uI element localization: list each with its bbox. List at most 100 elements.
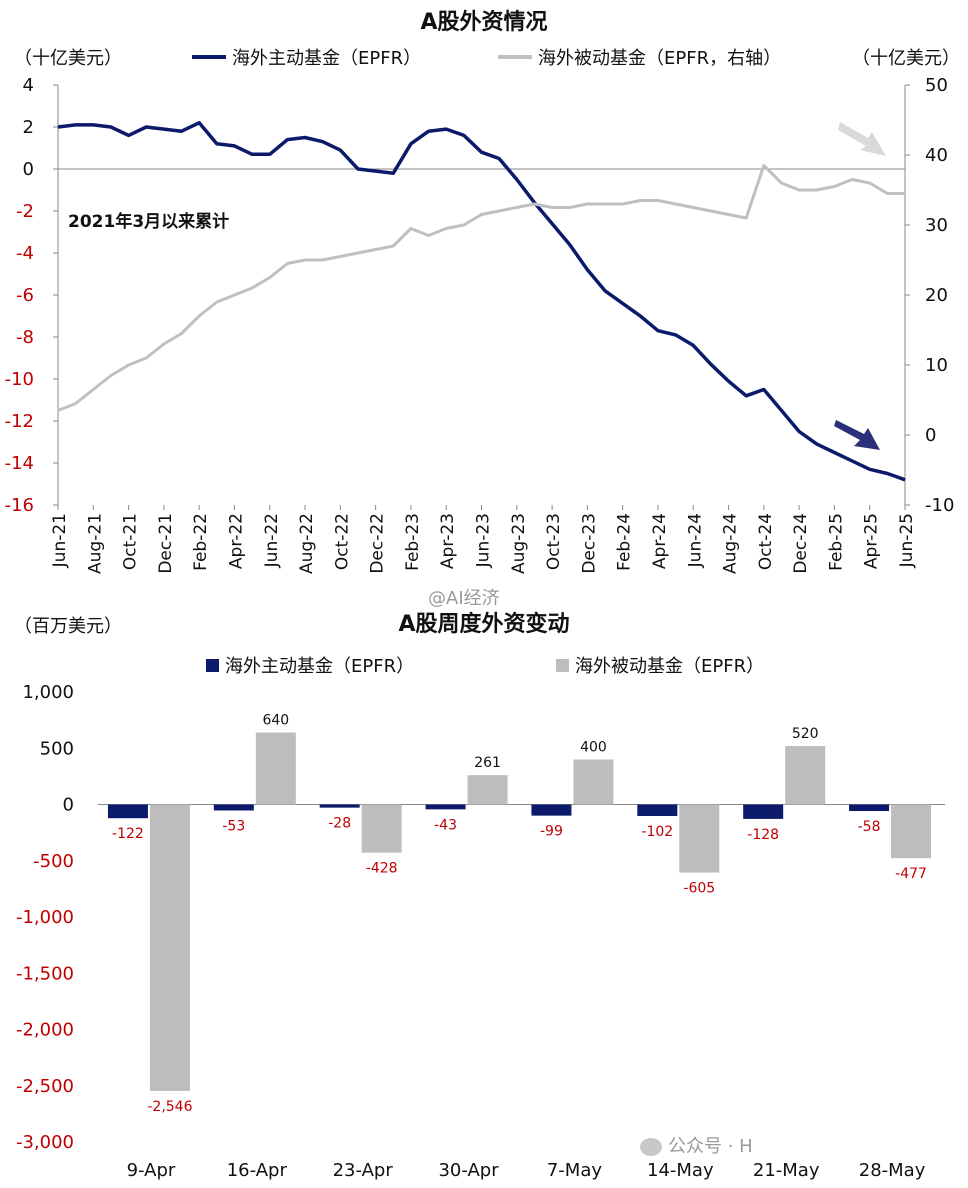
line-chart: 420-2-4-6-8-10-12-14-1650403020100-10Jun… bbox=[5, 75, 955, 574]
x-tick-label: Jun-25 bbox=[897, 513, 917, 568]
x-category-label: 23-Apr bbox=[333, 1160, 394, 1181]
bar-chart: 1,000 500 0 -500 -1,000 -1,500 -2,000 -2,500 -3,… bbox=[16, 682, 945, 1181]
legend-label-active-bar: 海外主动基金（EPFR） bbox=[225, 656, 415, 677]
legend-swatch-active bbox=[206, 658, 219, 672]
legend-label-passive: 海外被动基金（EPFR，右轴 bbox=[538, 48, 764, 69]
x-tick-label: Oct-24 bbox=[756, 513, 776, 570]
y-tick-label: -2,500 bbox=[16, 1076, 74, 1097]
x-category-label: 14-May bbox=[647, 1160, 714, 1181]
y-tick-label: 2 bbox=[23, 117, 34, 138]
x-tick-label: Jun-22 bbox=[262, 513, 282, 568]
chart2-title: A股周度外资变动 bbox=[398, 612, 570, 637]
watermark-center: @AI经济 bbox=[428, 588, 500, 609]
chart2-unit: （百万美元） bbox=[14, 616, 122, 637]
y2-tick-label: 30 bbox=[925, 215, 948, 236]
y-tick-label: 0 bbox=[63, 795, 74, 816]
y-tick-label: 500 bbox=[40, 738, 74, 759]
y-tick-label: -10 bbox=[5, 369, 34, 390]
x-tick-label: Dec-21 bbox=[156, 513, 176, 574]
x-category-label: 16-Apr bbox=[227, 1160, 288, 1181]
trend-arrow-active-icon bbox=[834, 420, 880, 450]
x-tick-label: Dec-24 bbox=[791, 513, 811, 574]
y-tick-label: -16 bbox=[5, 495, 34, 516]
chart1-title: A股外资情况 bbox=[420, 10, 548, 35]
y2-tick-label: 50 bbox=[925, 75, 948, 96]
x-tick-label: Oct-22 bbox=[332, 513, 352, 570]
data-label: -53 bbox=[222, 818, 245, 834]
data-label: -128 bbox=[747, 827, 779, 843]
bar-active bbox=[107, 804, 148, 819]
chart1-left-unit: （十亿美元） bbox=[14, 48, 122, 69]
x-tick-label: Aug-22 bbox=[297, 513, 317, 574]
legend-line-passive bbox=[498, 55, 532, 59]
x-tick-label: Apr-23 bbox=[438, 513, 458, 569]
chart1-annotation: 2021年3月以来累计 bbox=[68, 211, 229, 232]
data-label: 261 bbox=[474, 755, 501, 771]
x-tick-label: Aug-23 bbox=[509, 513, 529, 574]
y-tick-label: -500 bbox=[33, 851, 74, 872]
data-label: -99 bbox=[540, 824, 563, 840]
x-tick-label: Feb-23 bbox=[403, 513, 423, 571]
y-tick-label: -4 bbox=[16, 243, 34, 264]
bar-active bbox=[319, 804, 360, 808]
y2-tick-label: 20 bbox=[925, 285, 948, 306]
x-tick-label: Jun-24 bbox=[685, 513, 705, 568]
bar-active bbox=[637, 804, 678, 816]
y-tick-label: -14 bbox=[5, 453, 34, 474]
bar-passive bbox=[149, 804, 190, 1091]
x-category-label: 9-Apr bbox=[127, 1160, 176, 1181]
legend-label-active: 海外主动基金（EPFR） bbox=[232, 48, 422, 69]
data-label: 520 bbox=[792, 726, 819, 742]
series-line-active bbox=[57, 121, 906, 482]
data-label: -477 bbox=[895, 866, 927, 882]
bar-active bbox=[743, 804, 784, 819]
y-tick-label: 1,000 bbox=[22, 682, 74, 703]
data-label: -122 bbox=[112, 826, 144, 842]
chart2-legend-passive: 海外被动基金（EPFR） bbox=[556, 652, 764, 678]
y-tick-label: -12 bbox=[5, 411, 34, 432]
bar-passive bbox=[891, 804, 932, 859]
wechat-icon bbox=[640, 1138, 662, 1156]
data-label: -605 bbox=[683, 881, 715, 897]
x-tick-label: Jun-23 bbox=[474, 513, 494, 568]
x-tick-label: Aug-24 bbox=[721, 513, 741, 574]
x-tick-label: Dec-23 bbox=[579, 513, 599, 574]
x-tick-label: Apr-24 bbox=[650, 513, 670, 569]
y2-tick-label: -10 bbox=[925, 495, 954, 516]
y-tick-label: 0 bbox=[23, 159, 34, 180]
y-tick-label: -1,500 bbox=[16, 963, 74, 984]
y2-tick-label: 0 bbox=[925, 425, 936, 446]
data-label: -28 bbox=[328, 816, 351, 832]
data-label: -2,546 bbox=[147, 1099, 192, 1115]
y-tick-label: -6 bbox=[16, 285, 34, 306]
y2-tick-label: 10 bbox=[925, 355, 948, 376]
bar-active bbox=[849, 804, 890, 812]
y-tick-label: -2,000 bbox=[16, 1020, 74, 1041]
x-tick-label: Apr-22 bbox=[226, 513, 246, 569]
bar-active bbox=[425, 804, 466, 810]
x-tick-label: Jun-21 bbox=[50, 513, 70, 568]
data-label: 640 bbox=[262, 713, 289, 729]
data-label: -102 bbox=[641, 824, 673, 840]
bar-passive bbox=[573, 759, 614, 805]
chart1-right-unit: （十亿美元） bbox=[852, 48, 960, 69]
y2-tick-label: 40 bbox=[925, 145, 948, 166]
bar-passive bbox=[467, 775, 508, 805]
bar-active bbox=[213, 804, 254, 811]
x-category-label: 28-May bbox=[859, 1160, 926, 1181]
x-tick-label: Feb-22 bbox=[191, 513, 211, 571]
x-tick-label: Apr-25 bbox=[862, 513, 882, 569]
data-label: 400 bbox=[580, 740, 607, 756]
y-tick-label: -2 bbox=[16, 201, 34, 222]
x-tick-label: Feb-25 bbox=[826, 513, 846, 571]
chart1-legend-passive: 海外被动基金（EPFR，右轴） bbox=[498, 44, 781, 70]
chart1-legend-active: 海外主动基金（EPFR） bbox=[192, 44, 421, 70]
x-category-label: 30-Apr bbox=[438, 1160, 499, 1181]
legend-swatch-passive bbox=[556, 658, 569, 672]
data-label: -43 bbox=[434, 817, 457, 833]
y-tick-label: -8 bbox=[16, 327, 34, 348]
y-tick-label: 4 bbox=[23, 75, 34, 96]
x-category-label: 21-May bbox=[753, 1160, 820, 1181]
legend-label-passive-bar: 海外被动基金（EPFR） bbox=[575, 656, 765, 677]
bar-passive bbox=[361, 804, 402, 853]
